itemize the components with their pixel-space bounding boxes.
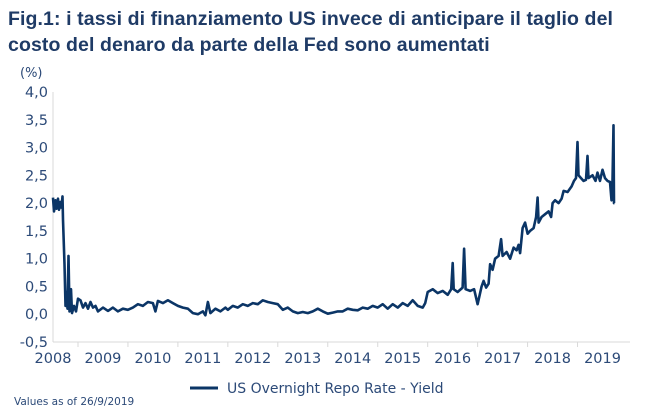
- footnote: Values as of 26/9/2019: [14, 396, 135, 408]
- x-tick-label: 2011: [184, 351, 221, 367]
- x-tick-label: 2018: [534, 351, 571, 367]
- x-tick-label: 2015: [384, 351, 421, 367]
- legend-label: US Overnight Repo Rate - Yield: [227, 381, 443, 397]
- x-tick-label: 2014: [334, 351, 371, 367]
- x-tick-label: 2016: [434, 351, 471, 367]
- y-tick-label: 1,5: [25, 224, 48, 240]
- x-tick-label: 2017: [484, 351, 521, 367]
- series-line-repo-rate: [51, 124, 616, 317]
- x-tick-label: 2009: [85, 351, 122, 367]
- x-tick-label: 2013: [284, 351, 321, 367]
- x-ticks: 2008 2009 2010 2011 2012 2013 2014 2015 2016 2017…: [35, 342, 621, 367]
- y-tick-label: 0,0: [25, 307, 48, 323]
- y-tick-label: 2,5: [25, 168, 48, 184]
- y-tick-label: 4,0: [25, 85, 48, 101]
- y-tick-label: 2,0: [25, 196, 48, 212]
- legend: US Overnight Repo Rate - Yield: [190, 381, 443, 397]
- y-tick-label: 3,5: [25, 113, 48, 129]
- x-tick-label: 2010: [134, 351, 171, 367]
- x-tick-label: 2012: [234, 351, 271, 367]
- y-tick-label: 3,0: [25, 141, 48, 157]
- y-tick-label: 0,5: [25, 279, 48, 295]
- y-tick-label: -0,5: [20, 335, 48, 351]
- y-tick-label: 1,0: [25, 252, 48, 268]
- x-tick-label: 2019: [584, 351, 621, 367]
- y-ticks: 4,0 3,5 3,0 2,5 2,0 1,5 1,0 0,5 0,0 -0,5: [20, 85, 48, 351]
- x-tick-label: 2008: [35, 351, 72, 367]
- chart-title: Fig.1: i tassi di finanziamento US invec…: [8, 8, 614, 56]
- y-axis-unit: (%): [20, 66, 43, 81]
